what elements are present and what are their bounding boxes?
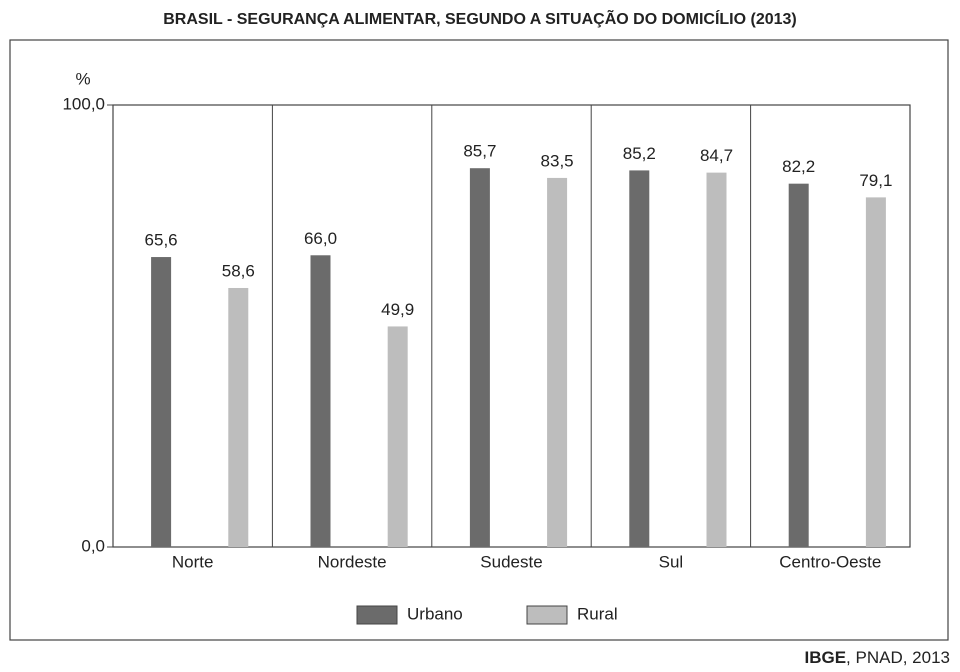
value-label: 82,2 <box>782 157 815 176</box>
value-label: 85,7 <box>463 142 496 161</box>
y-axis-label: % <box>75 69 90 88</box>
bar <box>151 257 172 547</box>
value-label: 66,0 <box>304 229 337 248</box>
y-tick-label: 100,0 <box>62 94 105 113</box>
value-label: 49,9 <box>381 300 414 319</box>
legend-label: Rural <box>577 604 618 623</box>
legend-swatch <box>356 605 398 625</box>
bar <box>788 183 809 547</box>
legend-label: Urbano <box>407 604 463 623</box>
value-label: 85,2 <box>623 144 656 163</box>
bar <box>706 172 727 547</box>
y-tick-label: 0,0 <box>81 536 105 555</box>
source-org: IBGE <box>804 648 846 667</box>
bar <box>387 326 408 547</box>
plot-area <box>112 104 911 548</box>
bar <box>469 168 490 547</box>
chart-title: BRASIL - SEGURANÇA ALIMENTAR, SEGUNDO A … <box>163 8 797 28</box>
bar <box>629 170 650 547</box>
x-tick-label: Centro-Oeste <box>779 552 881 571</box>
x-tick-label: Norte <box>172 552 214 571</box>
bar <box>865 197 886 548</box>
source: IBGE, PNAD, 2013 <box>804 648 950 667</box>
value-label: 58,6 <box>222 261 255 280</box>
value-label: 65,6 <box>145 231 178 250</box>
x-tick-label: Nordeste <box>318 552 387 571</box>
value-label: 83,5 <box>541 151 574 170</box>
value-label: 84,7 <box>700 146 733 165</box>
frame <box>9 39 949 641</box>
bar <box>228 287 249 547</box>
value-label: 79,1 <box>859 171 892 190</box>
x-tick-label: Sul <box>659 552 684 571</box>
x-tick-label: Sudeste <box>480 552 542 571</box>
legend-swatch <box>526 605 568 625</box>
bar <box>310 255 331 547</box>
bar <box>547 177 568 547</box>
source-rest: , PNAD, 2013 <box>846 648 950 667</box>
